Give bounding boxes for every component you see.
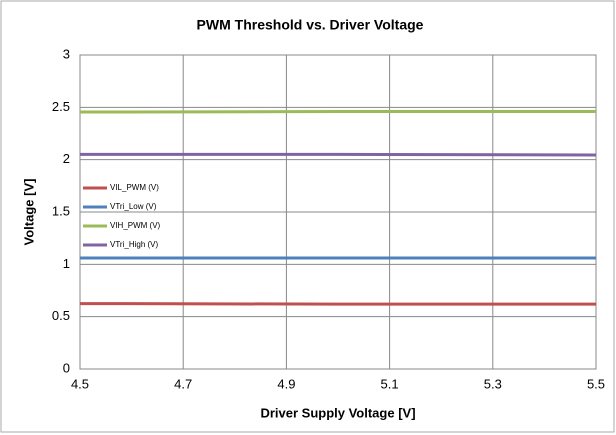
y-tick-label: 1.5 bbox=[52, 203, 70, 218]
y-tick-label: 3 bbox=[63, 46, 70, 61]
series-line bbox=[80, 152, 597, 157]
y-tick-label: 0 bbox=[63, 360, 70, 375]
x-tick-label: 4.7 bbox=[174, 376, 192, 391]
legend-label: VTri_Low (V) bbox=[110, 202, 157, 211]
series-line bbox=[79, 110, 596, 114]
x-tick-label: 5.3 bbox=[484, 376, 502, 391]
legend-label: VIH_PWM (V) bbox=[110, 221, 161, 230]
y-axis-label: Voltage [V] bbox=[21, 179, 36, 246]
chart-title: PWM Threshold vs. Driver Voltage bbox=[197, 17, 424, 33]
y-tick-label: 0.5 bbox=[52, 308, 70, 323]
y-tick-label: 2 bbox=[63, 151, 70, 166]
y-tick-label: 2.5 bbox=[52, 99, 70, 114]
legend-label: VIL_PWM (V) bbox=[110, 183, 159, 192]
legend-label: VTri_High (V) bbox=[110, 240, 158, 249]
y-tick-label: 1 bbox=[63, 256, 70, 271]
x-tick-label: 5.5 bbox=[587, 376, 605, 391]
plot-frame bbox=[79, 54, 597, 370]
series-line bbox=[79, 302, 596, 306]
x-axis-label: Driver Supply Voltage [V] bbox=[260, 405, 415, 420]
x-tick-label: 4.5 bbox=[71, 376, 89, 391]
x-tick-label: 5.1 bbox=[381, 376, 399, 391]
x-tick-label: 4.9 bbox=[277, 376, 295, 391]
